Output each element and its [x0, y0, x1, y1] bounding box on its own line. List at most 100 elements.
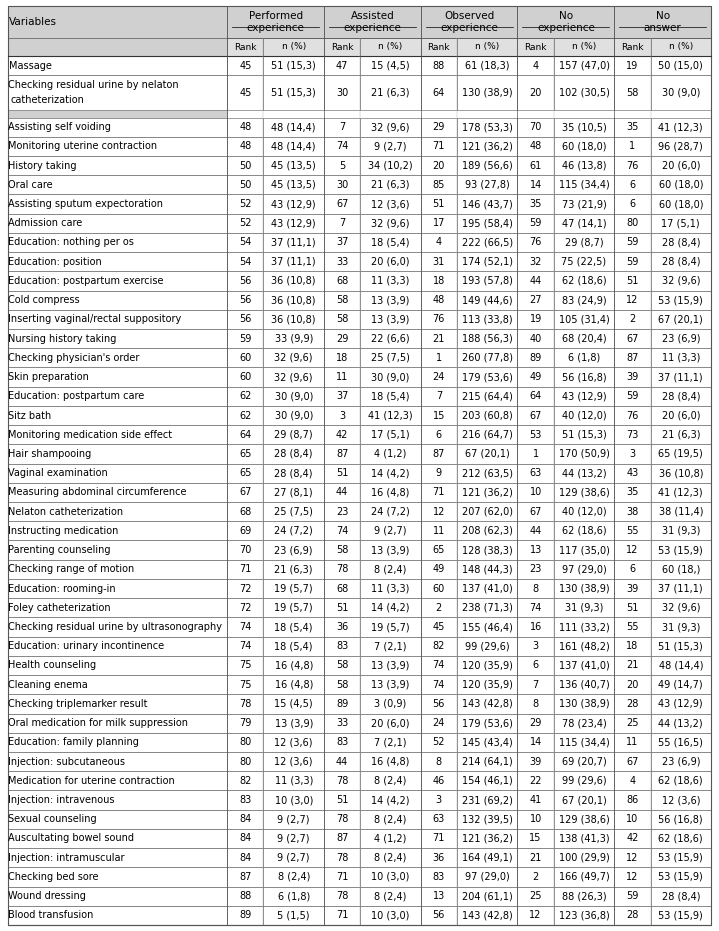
Bar	[554, 541, 614, 560]
Bar	[227, 886, 263, 906]
Bar	[614, 38, 651, 56]
Text: 93 (27,8): 93 (27,8)	[465, 180, 510, 190]
Bar	[614, 213, 651, 233]
Bar	[263, 56, 324, 75]
Bar	[324, 521, 360, 541]
Bar	[324, 233, 360, 252]
Text: 25 (7,5): 25 (7,5)	[274, 506, 313, 517]
Bar	[421, 464, 457, 483]
Text: 2: 2	[436, 602, 442, 613]
Bar	[421, 502, 457, 521]
Text: 30: 30	[336, 180, 348, 190]
Text: 82: 82	[433, 641, 445, 651]
Bar	[227, 790, 263, 810]
Text: 74: 74	[433, 680, 445, 690]
Bar	[227, 156, 263, 175]
Text: 44: 44	[529, 276, 541, 286]
Text: 34 (10,2): 34 (10,2)	[368, 160, 413, 170]
Text: 52: 52	[433, 737, 445, 748]
Text: 121 (36,2): 121 (36,2)	[462, 488, 513, 497]
Text: 53 (15,9): 53 (15,9)	[659, 853, 703, 863]
Bar	[457, 213, 518, 233]
Bar	[614, 848, 651, 868]
Bar	[421, 752, 457, 771]
Bar	[614, 386, 651, 406]
Bar	[457, 56, 518, 75]
Bar	[457, 886, 518, 906]
Bar	[518, 290, 554, 310]
Bar	[518, 790, 554, 810]
Text: 27: 27	[529, 295, 542, 305]
Text: 58: 58	[336, 295, 348, 305]
Text: 8: 8	[436, 757, 442, 766]
Text: 30: 30	[336, 88, 348, 98]
Bar	[518, 771, 554, 790]
Bar	[614, 406, 651, 425]
Text: 6 (1,8): 6 (1,8)	[278, 891, 310, 901]
Text: Assisting self voiding: Assisting self voiding	[9, 122, 111, 132]
Text: Observed
experience: Observed experience	[440, 11, 498, 33]
Bar	[614, 502, 651, 521]
Bar	[651, 425, 711, 444]
Text: 9: 9	[436, 468, 442, 479]
Text: 28 (8,4): 28 (8,4)	[275, 468, 313, 479]
Bar	[614, 6, 711, 38]
Bar	[227, 695, 263, 713]
Text: 76: 76	[529, 237, 542, 248]
Bar	[360, 695, 421, 713]
Bar	[554, 329, 614, 348]
Bar	[324, 829, 360, 848]
Bar	[651, 310, 711, 329]
Text: 45: 45	[433, 622, 445, 632]
Bar	[227, 713, 263, 733]
Text: Injection: intravenous: Injection: intravenous	[9, 795, 115, 805]
Bar	[457, 617, 518, 637]
Bar	[324, 848, 360, 868]
Text: 51: 51	[336, 468, 348, 479]
Bar	[227, 771, 263, 790]
Bar	[421, 790, 457, 810]
Text: 96 (28,7): 96 (28,7)	[659, 142, 703, 152]
Bar	[614, 310, 651, 329]
Bar	[651, 790, 711, 810]
Bar	[360, 75, 421, 110]
Bar	[554, 848, 614, 868]
Bar	[263, 886, 324, 906]
Bar	[421, 6, 518, 38]
Bar	[360, 137, 421, 156]
Bar	[518, 733, 554, 752]
Text: 21: 21	[529, 853, 542, 863]
Bar	[457, 560, 518, 579]
Bar	[227, 348, 263, 368]
Bar	[457, 655, 518, 675]
Text: 25: 25	[529, 891, 542, 901]
Bar	[421, 156, 457, 175]
Text: 8 (2,4): 8 (2,4)	[278, 872, 310, 882]
Bar	[8, 406, 227, 425]
Text: 16 (4,8): 16 (4,8)	[275, 680, 313, 690]
Bar	[651, 271, 711, 290]
Bar	[457, 425, 518, 444]
Bar	[263, 137, 324, 156]
Bar	[227, 502, 263, 521]
Bar	[421, 56, 457, 75]
Text: 84: 84	[239, 815, 252, 824]
Text: 32 (9,6): 32 (9,6)	[661, 276, 700, 286]
Text: Inserting vaginal/rectal suppository: Inserting vaginal/rectal suppository	[9, 315, 182, 324]
Text: 11 (3,3): 11 (3,3)	[371, 584, 410, 594]
Bar	[324, 502, 360, 521]
Bar	[263, 117, 324, 137]
Text: 59: 59	[239, 333, 252, 344]
Bar	[421, 233, 457, 252]
Bar	[518, 886, 554, 906]
Bar	[457, 521, 518, 541]
Text: 58: 58	[336, 315, 348, 324]
Text: 51: 51	[626, 276, 638, 286]
Text: Skin preparation: Skin preparation	[9, 372, 89, 382]
Bar	[360, 771, 421, 790]
Bar	[554, 175, 614, 195]
Bar	[651, 695, 711, 713]
Text: 13 (3,9): 13 (3,9)	[275, 718, 313, 728]
Bar	[8, 117, 227, 137]
Text: 33 (9,9): 33 (9,9)	[275, 333, 313, 344]
